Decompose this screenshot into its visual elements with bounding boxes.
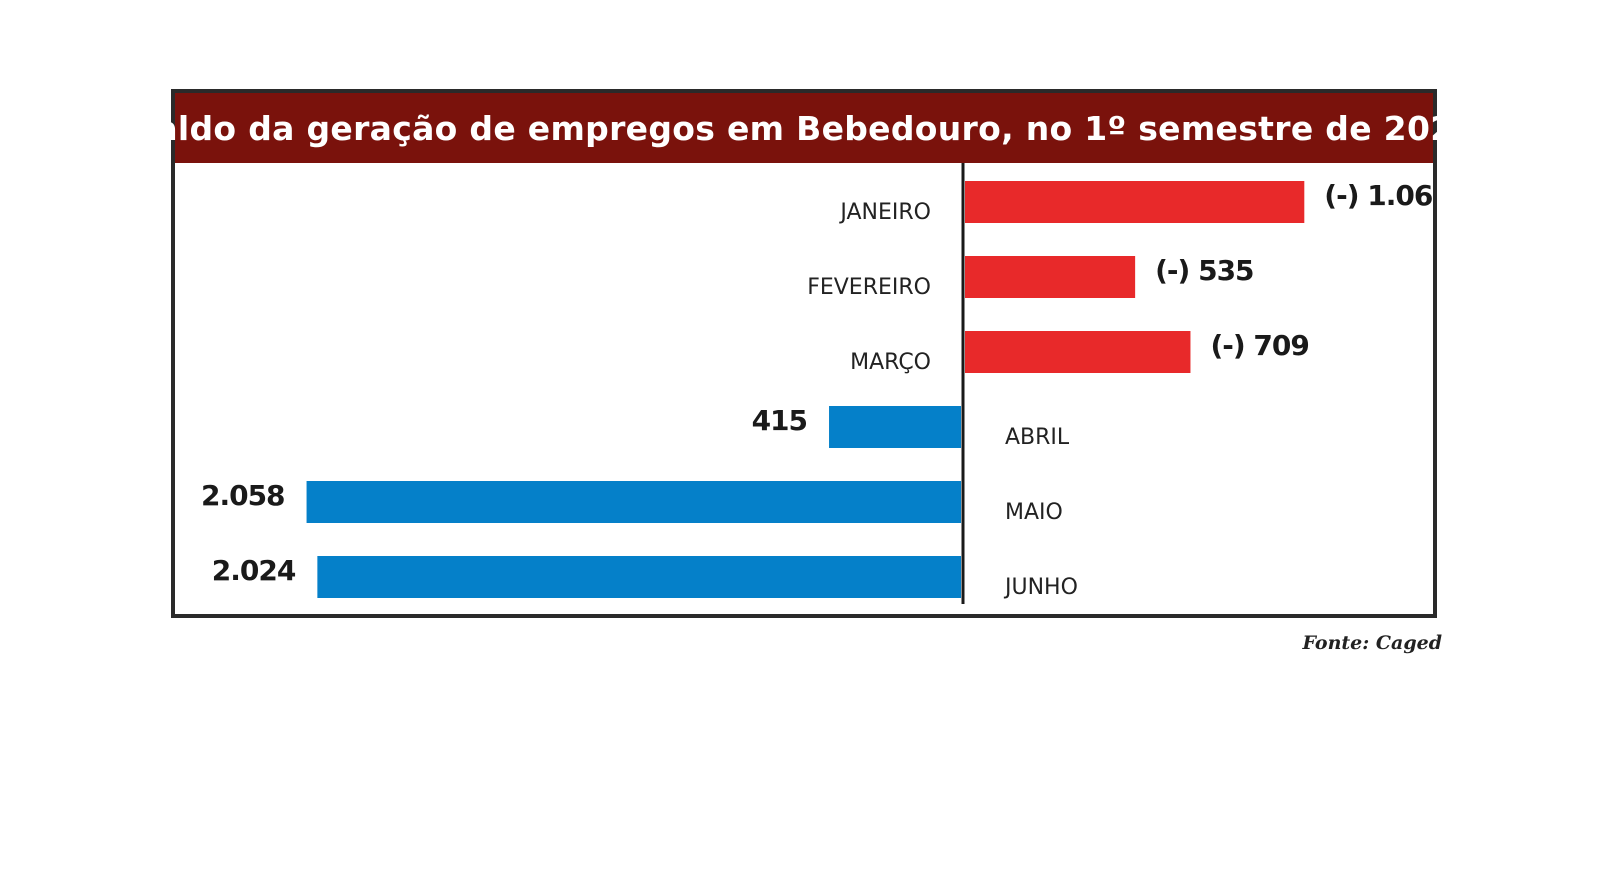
bar-chart-plot: JANEIRO (-) 1.067 FEVEREIRO (-) 535 MARÇO (-)…: [201, 163, 1433, 604]
category-label-fevereiro: FEVEREIRO: [807, 275, 931, 300]
bar-maio: [306, 481, 961, 523]
chart-title: Saldo da geração de empregos em Bebedour…: [131, 108, 1477, 148]
bar-janeiro: [965, 181, 1305, 223]
category-label-abril: ABRIL: [1005, 425, 1070, 450]
category-label-janeiro: JANEIRO: [838, 200, 931, 225]
source-note: Fonte: Caged: [1302, 632, 1442, 654]
bar-marco: [965, 331, 1191, 373]
value-label-junho: 2.024: [212, 554, 296, 587]
category-label-junho: JUNHO: [1003, 575, 1078, 600]
bar-junho: [317, 556, 961, 598]
value-label-marco: (-) 709: [1210, 329, 1308, 362]
value-label-fevereiro: (-) 535: [1155, 254, 1253, 287]
chart-frame: Saldo da geração de empregos em Bebedour…: [131, 89, 1476, 618]
category-label-marco: MARÇO: [850, 350, 931, 375]
value-label-abril: 415: [752, 404, 807, 437]
category-label-maio: MAIO: [1005, 500, 1063, 525]
bar-fevereiro: [965, 256, 1136, 298]
chart-header: Saldo da geração de empregos em Bebedour…: [131, 93, 1476, 163]
bar-abril: [829, 406, 961, 448]
value-label-janeiro: (-) 1.067: [1324, 179, 1433, 212]
value-label-maio: 2.058: [201, 479, 285, 512]
